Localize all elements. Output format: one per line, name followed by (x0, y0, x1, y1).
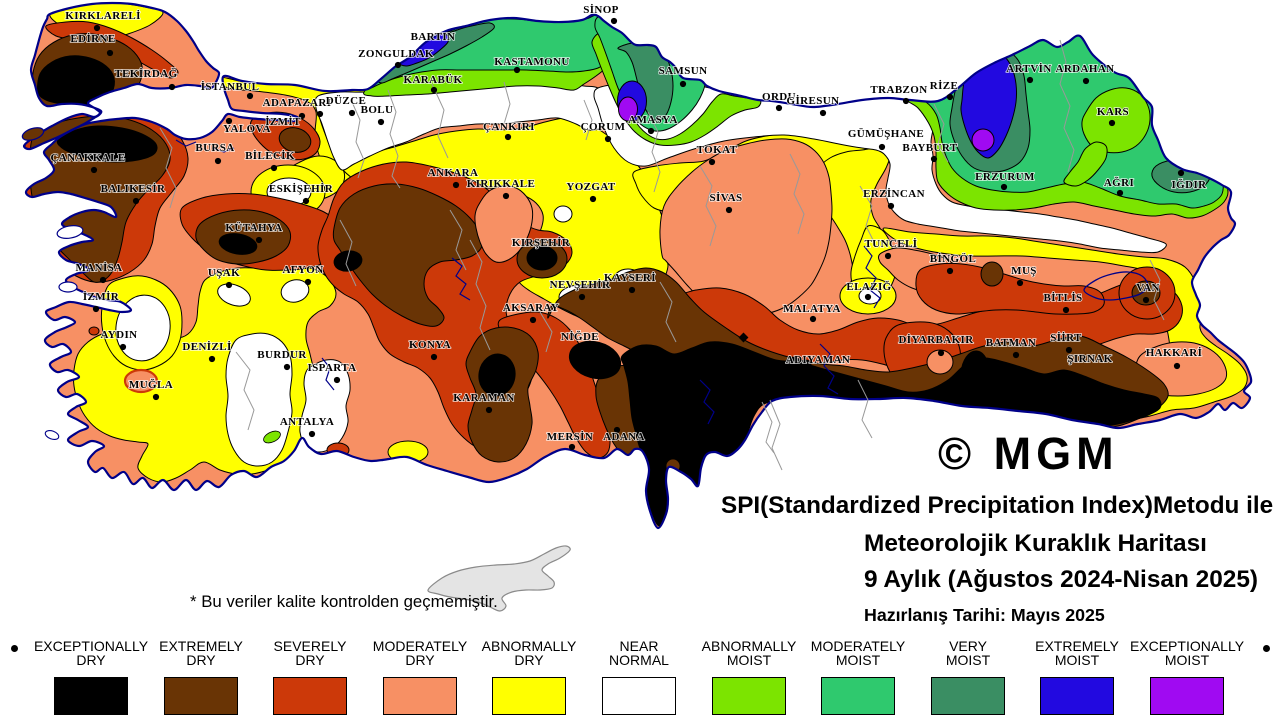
svg-text:İZMİR: İZMİR (83, 291, 120, 303)
svg-text:HAKKARİ: HAKKARİ (1146, 347, 1203, 359)
svg-text:KIRIKKALE: KIRIKKALE (467, 178, 535, 190)
svg-text:BARTIN: BARTIN (411, 31, 456, 43)
svg-text:EDİRNE: EDİRNE (70, 33, 115, 45)
svg-text:KIRKLARELİ: KIRKLARELİ (65, 10, 141, 22)
svg-text:MERSİN: MERSİN (547, 431, 593, 443)
svg-text:ESKİŞEHİR: ESKİŞEHİR (269, 183, 334, 195)
svg-text:YALOVA: YALOVA (223, 123, 271, 135)
svg-text:SAMSUN: SAMSUN (659, 65, 708, 77)
svg-text:ERZİNCAN: ERZİNCAN (863, 188, 925, 200)
svg-text:AKSARAY: AKSARAY (503, 302, 559, 314)
svg-text:BATMAN: BATMAN (986, 337, 1036, 349)
svg-text:DİYARBAKIR: DİYARBAKIR (898, 334, 974, 346)
svg-text:NEVŞEHİR: NEVŞEHİR (550, 279, 611, 291)
svg-text:ERZURUM: ERZURUM (975, 171, 1035, 183)
svg-text:ÇANKIRI: ÇANKIRI (483, 121, 535, 133)
svg-text:GİRESUN: GİRESUN (787, 95, 840, 107)
svg-text:BURDUR: BURDUR (257, 349, 307, 361)
svg-text:DÜZCE: DÜZCE (326, 94, 367, 107)
svg-text:MUĞLA: MUĞLA (129, 378, 173, 391)
svg-text:AĞRI: AĞRI (1104, 176, 1134, 189)
svg-text:DENİZLİ: DENİZLİ (182, 341, 231, 353)
svg-text:ISPARTA: ISPARTA (307, 362, 356, 374)
svg-text:GÜMÜŞHANE: GÜMÜŞHANE (848, 127, 924, 140)
svg-text:* Bu veriler kalite kontrolden: * Bu veriler kalite kontrolden geçmemişt… (190, 592, 498, 611)
svg-text:İZMİT: İZMİT (265, 116, 301, 128)
svg-text:AFYON: AFYON (282, 264, 323, 276)
svg-text:BALIKESİR: BALIKESİR (101, 183, 166, 195)
svg-text:UŞAK: UŞAK (208, 267, 240, 279)
svg-text:KÜTAHYA: KÜTAHYA (225, 221, 282, 234)
svg-text:ADAPAZARI: ADAPAZARI (263, 97, 332, 109)
svg-text:KAYSERİ: KAYSERİ (604, 272, 656, 284)
svg-text:IĞDIR: IĞDIR (1171, 178, 1207, 191)
svg-text:AMASYA: AMASYA (628, 114, 678, 126)
svg-text:SİVAS: SİVAS (710, 192, 743, 204)
svg-text:AYDIN: AYDIN (100, 329, 137, 341)
svg-text:KIRŞEHİR: KIRŞEHİR (512, 237, 571, 249)
svg-text:ARDAHAN: ARDAHAN (1055, 63, 1114, 75)
svg-text:BURSA: BURSA (195, 142, 234, 154)
svg-text:VAN: VAN (1136, 282, 1160, 294)
svg-text:TUNCELİ: TUNCELİ (865, 238, 918, 250)
svg-text:TEKİRDAĞ: TEKİRDAĞ (114, 67, 177, 80)
svg-text:BİNGÖL: BİNGÖL (930, 252, 976, 265)
svg-text:SİNOP: SİNOP (583, 4, 619, 16)
svg-text:MANİSA: MANİSA (75, 262, 122, 274)
svg-text:ANKARA: ANKARA (428, 167, 479, 179)
svg-text:MUŞ: MUŞ (1011, 265, 1037, 277)
svg-text:ORDU: ORDU (762, 91, 796, 103)
svg-text:YOZGAT: YOZGAT (566, 181, 616, 193)
svg-text:ÇORUM: ÇORUM (581, 121, 626, 133)
svg-text:ARTVİN: ARTVİN (1006, 63, 1051, 75)
svg-text:ADIYAMAN: ADIYAMAN (786, 354, 851, 366)
svg-text:NİĞDE: NİĞDE (561, 330, 599, 343)
svg-text:BİTLİS: BİTLİS (1043, 292, 1082, 304)
svg-text:KARS: KARS (1097, 106, 1129, 118)
svg-text:BAYBURT: BAYBURT (902, 142, 957, 154)
svg-text:ŞIRNAK: ŞIRNAK (1067, 353, 1112, 365)
svg-text:TOKAT: TOKAT (697, 144, 738, 156)
svg-text:MALATYA: MALATYA (783, 303, 841, 315)
svg-text:RİZE: RİZE (930, 80, 959, 92)
svg-text:BOLU: BOLU (361, 104, 394, 116)
svg-text:ÇANAKKALE: ÇANAKKALE (50, 152, 125, 164)
svg-text:SİİRT: SİİRT (1050, 332, 1082, 344)
svg-text:ZONGULDAK: ZONGULDAK (358, 48, 434, 60)
svg-text:ELAZIĞ: ELAZIĞ (846, 280, 891, 293)
svg-text:KONYA: KONYA (409, 339, 451, 351)
svg-text:KARABÜK: KARABÜK (403, 73, 462, 86)
svg-text:KARAMAN: KARAMAN (453, 392, 514, 404)
svg-text:TRABZON: TRABZON (870, 84, 927, 96)
svg-text:KASTAMONU: KASTAMONU (494, 56, 570, 68)
svg-text:ADANA: ADANA (603, 431, 645, 443)
svg-text:ANTALYA: ANTALYA (280, 416, 334, 428)
svg-text:BİLECİK: BİLECİK (245, 150, 295, 162)
svg-text:İSTANBUL: İSTANBUL (201, 81, 260, 93)
